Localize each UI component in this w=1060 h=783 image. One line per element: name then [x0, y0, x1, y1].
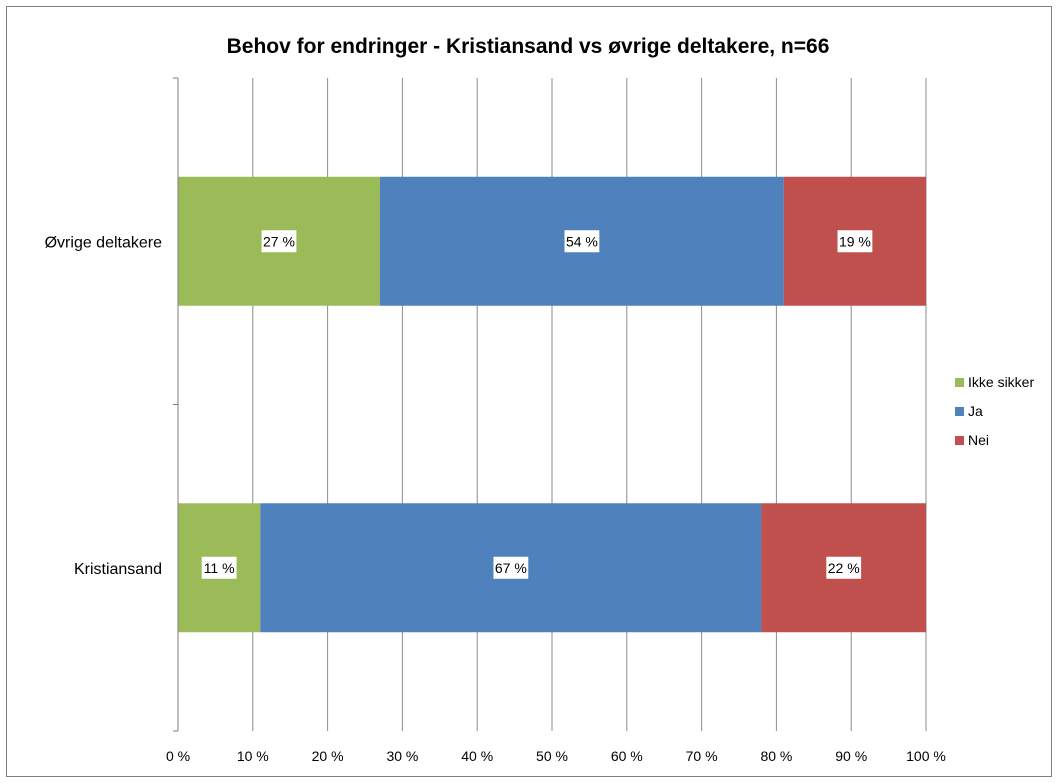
x-tick-label: 60 %: [611, 748, 643, 764]
data-label: 54 %: [566, 233, 598, 249]
x-tick-label: 80 %: [760, 748, 792, 764]
data-label-box: [493, 556, 529, 579]
x-tick-label: 10 %: [237, 748, 269, 764]
legend-swatch: [955, 436, 964, 445]
x-tick-label: 40 %: [461, 748, 493, 764]
data-label-box: [261, 230, 297, 253]
x-tick-label: 50 %: [536, 748, 568, 764]
data-label-box: [826, 556, 862, 579]
legend-swatch: [955, 407, 964, 416]
x-tick-label: 100 %: [906, 748, 946, 764]
x-tick-label: 70 %: [686, 748, 718, 764]
gridlines: [252, 78, 927, 731]
legend-swatch: [955, 378, 964, 387]
chart-title: Behov for endringer - Kristiansand vs øv…: [227, 35, 830, 58]
category-label: Kristiansand: [74, 561, 162, 578]
legend-label: Ja: [968, 403, 983, 419]
x-tick-label: 0 %: [166, 748, 190, 764]
data-label-box: [564, 230, 600, 253]
x-tick-label: 20 %: [312, 748, 344, 764]
chart-frame: [6, 6, 1052, 777]
x-tick-label: 90 %: [835, 748, 867, 764]
legend: Ikke sikker Ja Nei: [955, 374, 1034, 448]
category-label: Øvrige deltakere: [45, 234, 162, 251]
bars: 27 % 54 % 19 % 11 % 67 % 22 %: [178, 176, 926, 633]
data-label: 19 %: [839, 233, 871, 249]
data-label: 22 %: [828, 560, 860, 576]
data-label: 67 %: [495, 560, 527, 576]
data-label: 27 %: [263, 233, 295, 249]
x-tick-label: 30 %: [386, 748, 418, 764]
data-label: 11 %: [204, 560, 235, 576]
axes: 0 % 10 % 20 % 30 % 40 % 50 % 60 % 70 % 80 % 90 % 1…: [45, 77, 946, 764]
data-label-box: [201, 556, 237, 579]
legend-label: Ikke sikker: [968, 374, 1034, 390]
legend-label: Nei: [968, 432, 989, 448]
data-label-box: [837, 230, 873, 253]
